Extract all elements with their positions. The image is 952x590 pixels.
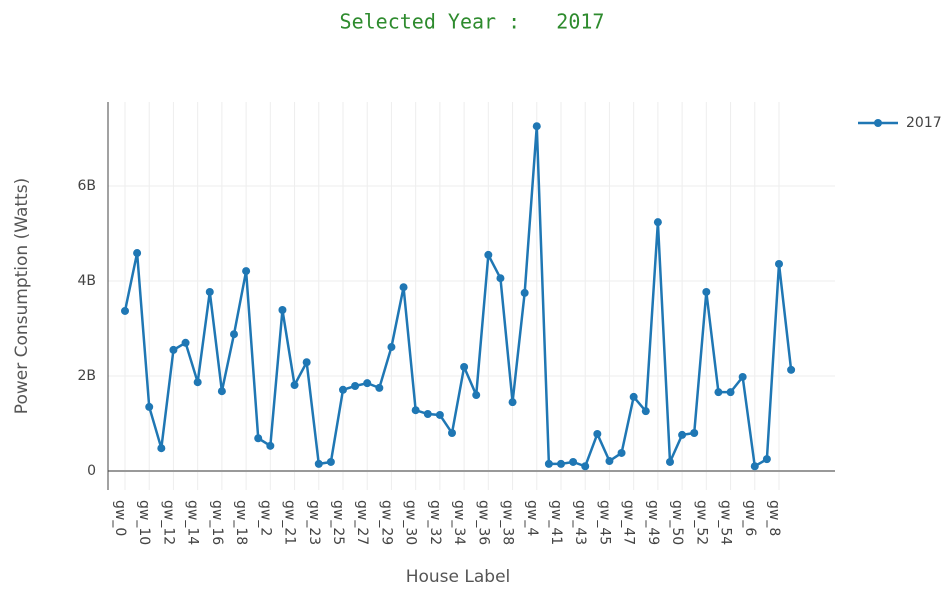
data-point — [411, 406, 420, 415]
data-point — [690, 429, 699, 438]
x-tick-label: gw_0 — [112, 500, 128, 536]
data-point — [653, 218, 662, 227]
data-point — [375, 383, 384, 392]
legend-item: 2017 — [858, 115, 942, 131]
y-tick-label: 6B — [77, 178, 96, 194]
data-point — [387, 343, 396, 352]
data-point — [581, 462, 590, 471]
data-point — [472, 391, 481, 400]
series-line — [123, 126, 793, 469]
x-tick-label: gw_54 — [718, 500, 734, 545]
data-point — [181, 338, 190, 347]
x-tick-label: gw_16 — [209, 500, 225, 545]
data-point — [423, 410, 432, 419]
data-point — [230, 330, 238, 339]
data-point — [242, 267, 251, 276]
data-point — [569, 457, 578, 466]
data-point — [205, 287, 214, 296]
data-point — [787, 365, 796, 374]
legend-marker — [874, 119, 882, 127]
x-tick-label: gw_29 — [378, 500, 394, 545]
x-tick-label: gw_41 — [548, 500, 564, 545]
data-point — [726, 388, 735, 397]
x-tick-label: gw_8 — [766, 500, 782, 536]
x-tick-label: gw_18 — [233, 500, 249, 545]
data-point — [678, 430, 687, 439]
x-tick-label: gw_25 — [330, 500, 346, 545]
data-point — [448, 429, 456, 438]
x-tick-label: gw_6 — [742, 500, 758, 536]
data-point — [169, 345, 178, 354]
x-tick-label: gw_32 — [427, 500, 443, 545]
x-tick-label: gw_43 — [572, 500, 588, 545]
x-tick-label: gw_38 — [500, 500, 516, 545]
x-tick-label: gw_36 — [475, 500, 491, 545]
x-tick-label: gw_34 — [451, 500, 467, 545]
data-point — [193, 378, 202, 387]
x-tick-label: gw_4 — [524, 500, 540, 536]
data-point — [290, 381, 299, 390]
data-point — [363, 379, 372, 388]
x-tick-label: gw_50 — [669, 500, 685, 545]
x-tick-label: gw_27 — [354, 500, 370, 545]
data-point — [121, 306, 129, 315]
data-point — [133, 249, 142, 258]
data-point — [520, 288, 529, 297]
data-point — [605, 457, 614, 466]
data-point — [617, 448, 626, 457]
x-tick-label: gw_23 — [306, 500, 322, 545]
x-tick-label: gw_30 — [403, 500, 419, 545]
data-point — [702, 287, 711, 296]
data-point — [302, 358, 311, 367]
data-point — [762, 455, 771, 464]
chart-title: Selected Year : 2017 — [340, 10, 605, 34]
y-tick-label: 2B — [77, 368, 96, 384]
data-point — [157, 444, 166, 453]
data-point — [629, 392, 638, 401]
data-point — [532, 122, 541, 131]
data-point — [266, 441, 275, 450]
data-point — [339, 385, 347, 394]
data-point — [641, 407, 650, 416]
x-axis-title: House Label — [406, 567, 511, 587]
data-point — [593, 429, 602, 438]
x-tick-label: gw_2 — [257, 500, 273, 536]
data-point — [351, 381, 360, 390]
data-point — [508, 398, 517, 407]
data-point — [484, 250, 493, 259]
data-point — [460, 362, 469, 371]
data-point — [544, 459, 553, 468]
data-point — [496, 274, 505, 283]
y-tick-label: 4B — [77, 273, 96, 289]
data-point — [399, 283, 408, 292]
x-tick-label: gw_21 — [282, 500, 298, 545]
data-point — [775, 259, 783, 268]
data-point — [145, 402, 154, 411]
data-point — [435, 410, 444, 419]
data-point — [738, 372, 747, 381]
x-tick-label: gw_49 — [645, 500, 661, 545]
data-point — [750, 462, 759, 471]
x-tick-label: gw_52 — [693, 500, 709, 545]
y-tick-label: 0 — [87, 463, 96, 479]
data-point — [278, 306, 287, 315]
y-axis-title: Power Consumption (Watts) — [12, 178, 32, 414]
x-tick-label: gw_14 — [185, 500, 201, 545]
data-point — [217, 387, 226, 396]
data-point — [326, 457, 335, 466]
x-tick-label: gw_10 — [136, 500, 152, 545]
legend-label: 2017 — [906, 115, 942, 131]
data-point — [666, 457, 674, 466]
data-point — [557, 459, 565, 468]
data-point — [254, 434, 263, 443]
x-tick-label: gw_12 — [160, 500, 176, 545]
x-tick-label: gw_45 — [596, 500, 612, 545]
data-point — [314, 459, 323, 468]
data-point — [714, 388, 723, 397]
x-tick-label: gw_47 — [621, 500, 637, 545]
